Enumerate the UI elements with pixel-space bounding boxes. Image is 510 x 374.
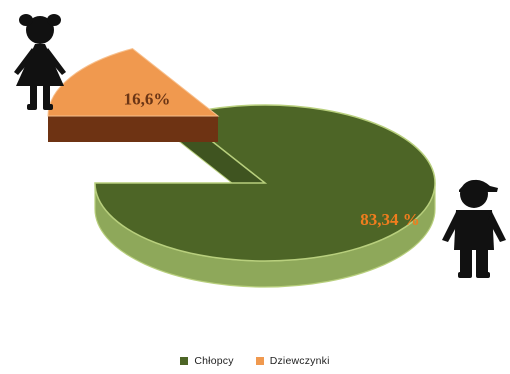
legend-swatch-boys <box>180 357 189 365</box>
slice-side-girls <box>48 116 218 142</box>
pie-data-labels: 16,6% 83,34 % <box>124 90 420 229</box>
data-label-girls: 16,6% <box>124 90 171 109</box>
girl-icon <box>14 14 66 110</box>
legend-label-boys: Chłopcy <box>194 355 234 367</box>
slice-boys <box>94 104 436 262</box>
chart-legend: Chłopcy Dziewczynki <box>0 355 510 367</box>
legend-swatch-girls <box>255 357 264 365</box>
slice-cut-girls <box>214 116 218 142</box>
legend-item-boys: Chłopcy <box>180 355 233 367</box>
pie-slices <box>47 48 436 288</box>
data-label-boys: 83,34 % <box>360 210 420 229</box>
legend-label-girls: Dziewczynki <box>269 355 330 367</box>
legend-item-girls: Dziewczynki <box>255 355 330 367</box>
boy-icon <box>442 179 506 278</box>
